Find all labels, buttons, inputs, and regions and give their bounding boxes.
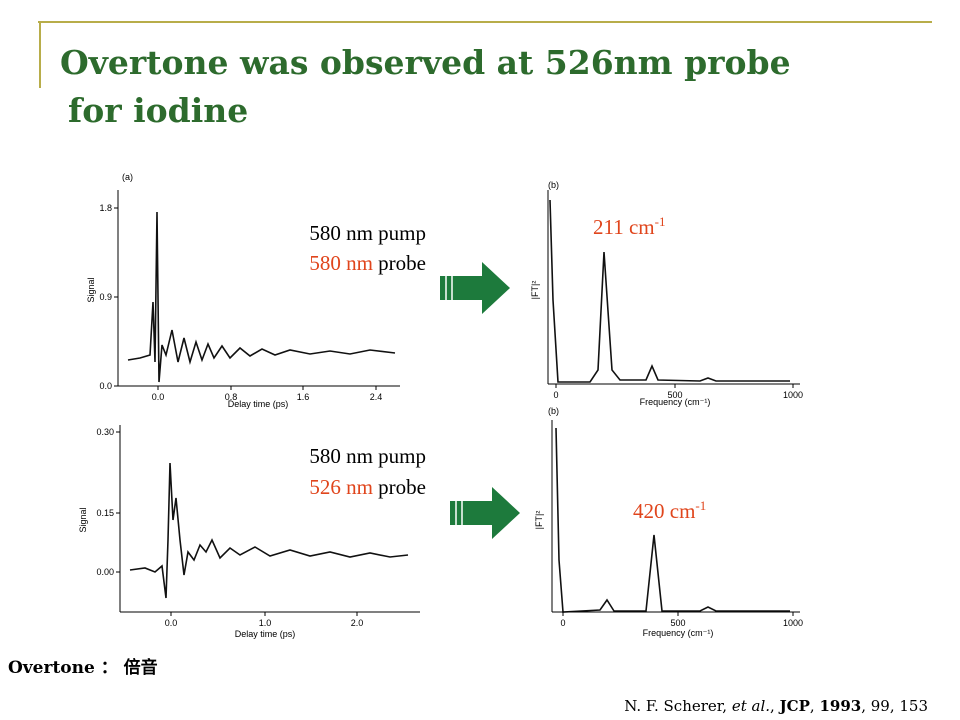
cite-sep: , xyxy=(770,697,780,715)
note: Overtone ： 倍音 xyxy=(8,657,158,678)
arrow-stripes xyxy=(445,276,463,525)
x-tick-label: 2.4 xyxy=(370,392,383,402)
x-tick-label: 1000 xyxy=(783,390,803,400)
x-tick-label: 0.8 xyxy=(225,392,238,402)
y-tick-label: 0.00 xyxy=(96,567,114,577)
probe-value: 580 nm xyxy=(309,251,373,275)
pump-label: 580 nm pump xyxy=(309,444,426,468)
title-line: for iodine xyxy=(68,91,248,130)
title-line: Overtone was observed at 526nm probe xyxy=(60,43,791,82)
x-tick-label: 1.0 xyxy=(259,618,272,628)
y-tick-label: 0.30 xyxy=(96,427,114,437)
probe-word: probe xyxy=(378,475,426,499)
y-axis-label: |FT|² xyxy=(530,281,540,300)
probe-label: 526 nm probe xyxy=(309,475,426,499)
trace xyxy=(549,199,790,383)
cite-rest: , 99, 153 xyxy=(861,697,928,715)
peak-label: 211 cm-1 xyxy=(593,214,665,239)
x-axis-label: Frequency (cm⁻¹) xyxy=(643,628,714,638)
probe-label: 580 nm probe xyxy=(309,251,426,275)
x-tick-label: 500 xyxy=(670,618,685,628)
peak-sup: -1 xyxy=(695,498,706,513)
probe-word: probe xyxy=(378,251,426,275)
pump-label: 580 nm pump xyxy=(309,221,426,245)
x-axis-label: Frequency (cm⁻¹) xyxy=(640,397,711,407)
y-axis-label: |FT|² xyxy=(534,511,544,530)
cite-sep: , xyxy=(810,697,820,715)
peak-sup: -1 xyxy=(655,214,666,229)
y-tick-label: 0.0 xyxy=(99,381,112,391)
y-tick-label: 1.8 xyxy=(99,203,112,213)
x-tick-label: 1000 xyxy=(783,618,803,628)
citation: N. F. Scherer, et al., JCP, 1993, 99, 15… xyxy=(624,697,928,715)
cite-journal: JCP xyxy=(778,697,810,715)
y-tick-label: 0.15 xyxy=(96,508,114,518)
y-axis-label: Signal xyxy=(86,277,96,302)
cite-year: 1993 xyxy=(819,697,861,715)
x-tick-label: 0 xyxy=(560,618,565,628)
arrow xyxy=(440,262,510,314)
cite-etal: et al. xyxy=(732,697,770,715)
peak-text: 211 cm xyxy=(593,215,655,239)
x-tick-label: 1.6 xyxy=(297,392,310,402)
x-axis-label: Delay time (ps) xyxy=(235,629,296,639)
x-tick-label: 0.0 xyxy=(152,392,165,402)
peak-text: 420 cm xyxy=(633,499,695,523)
x-tick-label: 0 xyxy=(553,390,558,400)
x-tick-label: 500 xyxy=(667,390,682,400)
cite-authors: N. F. Scherer, xyxy=(624,697,732,715)
y-axis-label: Signal xyxy=(78,507,88,532)
y-tick-label: 0.9 xyxy=(99,292,112,302)
x-tick-label: 0.0 xyxy=(165,618,178,628)
x-axis-label: Delay time (ps) xyxy=(228,399,289,409)
trace xyxy=(129,462,409,599)
trace xyxy=(127,211,396,383)
x-tick-label: 2.0 xyxy=(351,618,364,628)
arrow xyxy=(450,487,520,539)
panel-label: (b) xyxy=(548,180,559,190)
peak-label: 420 cm-1 xyxy=(633,498,706,523)
panel-label: (b) xyxy=(548,406,559,416)
probe-value: 526 nm xyxy=(309,475,373,499)
panel-label: (a) xyxy=(122,172,133,182)
